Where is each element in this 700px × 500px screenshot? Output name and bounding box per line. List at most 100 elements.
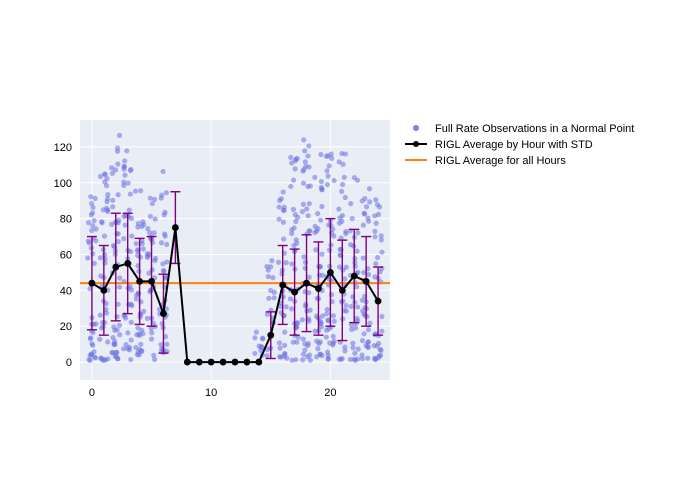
scatter-point: [115, 145, 120, 150]
scatter-point: [89, 341, 94, 346]
scatter-point: [313, 247, 318, 252]
scatter-point: [326, 174, 331, 179]
scatter-point: [129, 233, 134, 238]
scatter-point: [284, 304, 289, 309]
scatter-point: [362, 305, 367, 310]
ytick-label: 40: [60, 285, 72, 297]
scatter-point: [113, 167, 118, 172]
scatter-point: [343, 195, 348, 200]
scatter-point: [90, 205, 95, 210]
hourly-average-marker: [232, 359, 239, 366]
scatter-point: [102, 179, 107, 184]
scatter-point: [303, 302, 308, 307]
hourly-average-marker: [244, 359, 251, 366]
scatter-point: [90, 251, 95, 256]
scatter-point: [93, 355, 98, 360]
scatter-point: [145, 316, 150, 321]
scatter-point: [367, 199, 372, 204]
xtick-label: 20: [324, 387, 336, 399]
scatter-point: [331, 334, 336, 339]
hourly-average-marker: [124, 260, 131, 267]
scatter-point: [342, 345, 347, 350]
scatter-point: [376, 212, 381, 217]
scatter-point: [117, 323, 122, 328]
scatter-point: [374, 221, 379, 226]
scatter-point: [354, 316, 359, 321]
scatter-point: [117, 275, 122, 280]
scatter-point: [318, 218, 323, 223]
scatter-point: [353, 264, 358, 269]
scatter-point: [361, 255, 366, 260]
scatter-point: [136, 269, 141, 274]
scatter-point: [117, 284, 122, 289]
scatter-point: [277, 217, 282, 222]
scatter-point: [129, 216, 134, 221]
scatter-point: [101, 207, 106, 212]
scatter-point: [340, 182, 345, 187]
plot-svg: 01020020406080100120Full Rate Observatio…: [0, 0, 700, 500]
scatter-point: [126, 302, 131, 307]
scatter-point: [288, 184, 293, 189]
scatter-point: [315, 346, 320, 351]
scatter-point: [379, 233, 384, 238]
scatter-point: [137, 352, 142, 357]
scatter-point: [348, 201, 353, 206]
scatter-point: [162, 210, 167, 215]
scatter-point: [293, 157, 298, 162]
scatter-point: [308, 308, 313, 313]
hourly-average-marker: [267, 332, 274, 339]
scatter-point: [362, 331, 367, 336]
scatter-point: [128, 168, 133, 173]
scatter-point: [148, 196, 153, 201]
scatter-point: [97, 337, 102, 342]
scatter-point: [307, 201, 312, 206]
scatter-point: [293, 219, 298, 224]
scatter-point: [356, 346, 361, 351]
scatter-point: [337, 159, 342, 164]
hourly-average-marker: [196, 359, 203, 366]
scatter-point: [367, 321, 372, 326]
scatter-point: [100, 220, 105, 225]
scatter-point: [112, 341, 117, 346]
scatter-point: [319, 185, 324, 190]
scatter-point: [365, 356, 370, 361]
scatter-point: [121, 179, 126, 184]
scatter-point: [282, 205, 287, 210]
scatter-point: [362, 196, 367, 201]
scatter-point: [282, 343, 287, 348]
scatter-point: [117, 332, 122, 337]
hourly-average-marker: [89, 280, 96, 287]
scatter-point: [365, 340, 370, 345]
scatter-point: [145, 226, 150, 231]
scatter-point: [289, 227, 294, 232]
scatter-point: [164, 242, 169, 247]
scatter-point: [375, 255, 380, 260]
scatter-point: [124, 148, 129, 153]
scatter-point: [272, 295, 277, 300]
scatter-point: [281, 313, 286, 318]
scatter-point: [373, 261, 378, 266]
ytick-label: 0: [66, 357, 72, 369]
scatter-point: [164, 342, 169, 347]
scatter-point: [354, 249, 359, 254]
scatter-point: [289, 306, 294, 311]
scatter-point: [289, 160, 294, 165]
scatter-point: [301, 181, 306, 186]
scatter-point: [89, 212, 94, 217]
scatter-point: [153, 216, 158, 221]
scatter-point: [288, 155, 293, 160]
scatter-point: [344, 303, 349, 308]
scatter-point: [161, 269, 166, 274]
legend-label: Full Rate Observations in a Normal Point: [435, 123, 634, 135]
scatter-point: [332, 178, 337, 183]
scatter-point: [373, 197, 378, 202]
scatter-point: [134, 241, 139, 246]
scatter-point: [92, 218, 97, 223]
scatter-point: [291, 207, 296, 212]
scatter-point: [272, 290, 277, 295]
scatter-point: [105, 339, 110, 344]
hourly-average-marker: [339, 287, 346, 294]
scatter-point: [116, 218, 121, 223]
scatter-point: [111, 324, 116, 329]
scatter-point: [319, 179, 324, 184]
